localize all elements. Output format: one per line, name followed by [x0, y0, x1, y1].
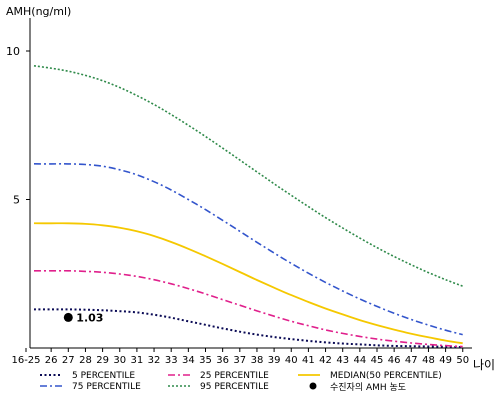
- x-tick-label: 29: [96, 355, 109, 366]
- y-tick-label: 5: [13, 194, 20, 207]
- legend-label: 수진자의 AMH 농도: [330, 382, 406, 393]
- x-tick-label: 39: [268, 355, 281, 366]
- x-tick-label: 40: [285, 355, 298, 366]
- series-line-5-percentile: [33, 308, 463, 349]
- x-tick-label: 38: [251, 355, 264, 366]
- x-tick-label: 36: [216, 355, 229, 366]
- legend-label: 5 PERCENTILE: [72, 371, 135, 381]
- x-tick-label: 32: [148, 355, 161, 366]
- series-line-median-50-percentile: [33, 222, 463, 345]
- series-line-25-percentile: [33, 269, 463, 348]
- x-tick-label: 34: [182, 355, 195, 366]
- legend-label: 95 PERCENTILE: [200, 382, 269, 392]
- x-tick-label: 41: [302, 355, 315, 366]
- x-tick-label: 46: [388, 355, 401, 366]
- x-tick-label: 37: [233, 355, 246, 366]
- x-tick-label: 27: [62, 355, 75, 366]
- legend-label: 25 PERCENTILE: [200, 371, 269, 381]
- x-tick-label: 44: [353, 355, 366, 366]
- patient-amh-label: 1.03: [76, 311, 103, 324]
- x-tick-label: 35: [199, 355, 212, 366]
- legend-label: MEDIAN(50 PERCENTILE): [330, 371, 442, 381]
- x-tick-label: 42: [319, 355, 332, 366]
- x-tick-label: 47: [405, 355, 418, 366]
- x-tick-label: 43: [336, 355, 349, 366]
- x-axis-label: 나이: [473, 358, 495, 372]
- x-tick-label: 26: [45, 355, 58, 366]
- x-tick-label: 49: [439, 355, 452, 366]
- patient-amh-point: [63, 312, 73, 322]
- legend-label: 75 PERCENTILE: [72, 382, 141, 392]
- x-tick-label: 45: [371, 355, 384, 366]
- legend-marker-swatch: [309, 382, 317, 390]
- x-tick-label: 50: [456, 355, 469, 366]
- x-tick-label: 33: [165, 355, 178, 366]
- series-line-95-percentile: [33, 65, 463, 287]
- x-tick-label: 16-25: [11, 355, 40, 366]
- x-tick-label: 28: [79, 355, 92, 366]
- y-axis-label: AMH(ng/ml): [6, 5, 71, 18]
- x-tick-label: 31: [131, 355, 144, 366]
- x-tick-label: 48: [422, 355, 435, 366]
- y-tick-label: 10: [6, 45, 20, 58]
- series-line-75-percentile: [33, 163, 463, 336]
- x-tick-label: 30: [113, 355, 126, 366]
